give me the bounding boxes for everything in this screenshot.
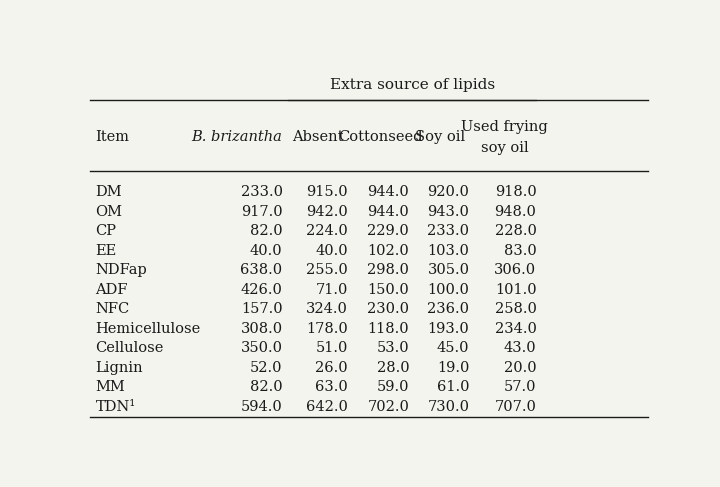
Text: 917.0: 917.0 — [241, 205, 282, 219]
Text: 707.0: 707.0 — [495, 400, 536, 414]
Text: 233.0: 233.0 — [428, 225, 469, 238]
Text: 63.0: 63.0 — [315, 380, 348, 394]
Text: 150.0: 150.0 — [367, 283, 409, 297]
Text: 26.0: 26.0 — [315, 361, 348, 375]
Text: 57.0: 57.0 — [504, 380, 536, 394]
Text: 942.0: 942.0 — [306, 205, 348, 219]
Text: Absent: Absent — [292, 130, 343, 144]
Text: 306.0: 306.0 — [494, 263, 536, 277]
Text: 426.0: 426.0 — [240, 283, 282, 297]
Text: 178.0: 178.0 — [306, 322, 348, 336]
Text: 101.0: 101.0 — [495, 283, 536, 297]
Text: Lignin: Lignin — [96, 361, 143, 375]
Text: 944.0: 944.0 — [367, 205, 409, 219]
Text: Cellulose: Cellulose — [96, 341, 164, 356]
Text: 944.0: 944.0 — [367, 186, 409, 199]
Text: 45.0: 45.0 — [437, 341, 469, 356]
Text: Soy oil: Soy oil — [415, 130, 465, 144]
Text: Used frying: Used frying — [461, 120, 548, 134]
Text: CP: CP — [96, 225, 117, 238]
Text: Extra source of lipids: Extra source of lipids — [330, 78, 495, 92]
Text: 948.0: 948.0 — [495, 205, 536, 219]
Text: 224.0: 224.0 — [306, 225, 348, 238]
Text: 230.0: 230.0 — [367, 302, 409, 317]
Text: ADF: ADF — [96, 283, 128, 297]
Text: 236.0: 236.0 — [428, 302, 469, 317]
Text: 324.0: 324.0 — [306, 302, 348, 317]
Text: 43.0: 43.0 — [504, 341, 536, 356]
Text: Item: Item — [96, 130, 130, 144]
Text: B. brizantha: B. brizantha — [192, 130, 282, 144]
Text: 915.0: 915.0 — [306, 186, 348, 199]
Text: 255.0: 255.0 — [306, 263, 348, 277]
Text: 298.0: 298.0 — [367, 263, 409, 277]
Text: MM: MM — [96, 380, 125, 394]
Text: 233.0: 233.0 — [240, 186, 282, 199]
Text: 258.0: 258.0 — [495, 302, 536, 317]
Text: soy oil: soy oil — [480, 141, 528, 155]
Text: 305.0: 305.0 — [428, 263, 469, 277]
Text: 102.0: 102.0 — [367, 244, 409, 258]
Text: 52.0: 52.0 — [250, 361, 282, 375]
Text: 61.0: 61.0 — [437, 380, 469, 394]
Text: 920.0: 920.0 — [428, 186, 469, 199]
Text: 83.0: 83.0 — [504, 244, 536, 258]
Text: 40.0: 40.0 — [250, 244, 282, 258]
Text: TDN¹: TDN¹ — [96, 400, 136, 414]
Text: 71.0: 71.0 — [315, 283, 348, 297]
Text: 82.0: 82.0 — [250, 225, 282, 238]
Text: 100.0: 100.0 — [428, 283, 469, 297]
Text: NFC: NFC — [96, 302, 130, 317]
Text: 51.0: 51.0 — [315, 341, 348, 356]
Text: 228.0: 228.0 — [495, 225, 536, 238]
Text: 82.0: 82.0 — [250, 380, 282, 394]
Text: 594.0: 594.0 — [240, 400, 282, 414]
Text: EE: EE — [96, 244, 117, 258]
Text: 59.0: 59.0 — [377, 380, 409, 394]
Text: 638.0: 638.0 — [240, 263, 282, 277]
Text: NDFap: NDFap — [96, 263, 148, 277]
Text: 234.0: 234.0 — [495, 322, 536, 336]
Text: 702.0: 702.0 — [367, 400, 409, 414]
Text: 943.0: 943.0 — [428, 205, 469, 219]
Text: 28.0: 28.0 — [377, 361, 409, 375]
Text: 193.0: 193.0 — [428, 322, 469, 336]
Text: 19.0: 19.0 — [437, 361, 469, 375]
Text: DM: DM — [96, 186, 122, 199]
Text: 157.0: 157.0 — [241, 302, 282, 317]
Text: 40.0: 40.0 — [315, 244, 348, 258]
Text: 308.0: 308.0 — [240, 322, 282, 336]
Text: 918.0: 918.0 — [495, 186, 536, 199]
Text: 350.0: 350.0 — [240, 341, 282, 356]
Text: Hemicellulose: Hemicellulose — [96, 322, 201, 336]
Text: 642.0: 642.0 — [306, 400, 348, 414]
Text: 118.0: 118.0 — [367, 322, 409, 336]
Text: Cottonseed: Cottonseed — [338, 130, 423, 144]
Text: OM: OM — [96, 205, 122, 219]
Text: 53.0: 53.0 — [377, 341, 409, 356]
Text: 730.0: 730.0 — [428, 400, 469, 414]
Text: 229.0: 229.0 — [367, 225, 409, 238]
Text: 103.0: 103.0 — [428, 244, 469, 258]
Text: 20.0: 20.0 — [504, 361, 536, 375]
